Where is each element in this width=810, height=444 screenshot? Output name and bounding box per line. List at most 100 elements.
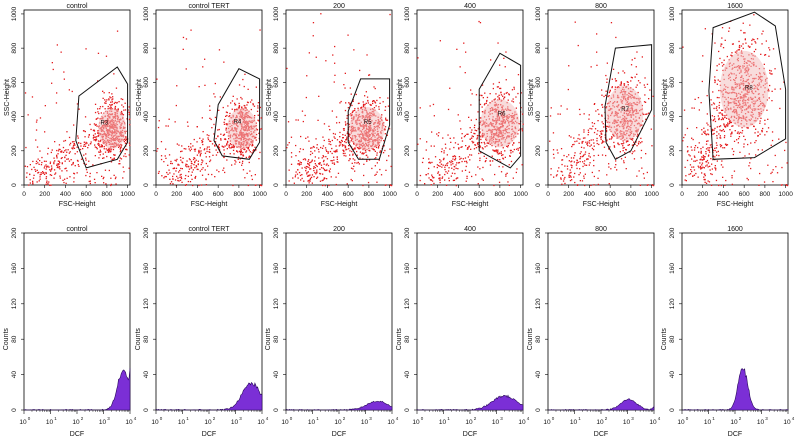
data-point (104, 108, 106, 110)
data-point (121, 112, 123, 114)
data-point (351, 104, 353, 107)
data-point (464, 72, 466, 74)
data-point (714, 165, 716, 167)
data-point (714, 79, 716, 81)
data-point (331, 152, 333, 155)
axes-frame (416, 9, 524, 186)
data-point (701, 172, 703, 174)
data-point (521, 130, 524, 132)
data-point (78, 142, 80, 144)
data-point (121, 104, 123, 106)
data-point (617, 143, 619, 145)
data-point (73, 172, 75, 174)
data-point (313, 146, 315, 148)
data-point (218, 143, 220, 146)
data-point (439, 179, 441, 181)
data-point (333, 159, 335, 161)
data-point (306, 173, 308, 175)
data-point (305, 167, 307, 170)
data-point (365, 102, 367, 104)
data-point (198, 149, 200, 152)
data-point (186, 121, 189, 123)
data-point (120, 110, 123, 113)
data-point (300, 179, 302, 181)
data-point (484, 146, 486, 148)
data-point (620, 84, 622, 86)
data-point (74, 153, 76, 155)
data-point (62, 179, 64, 181)
data-point (69, 176, 71, 178)
data-point (721, 27, 724, 29)
data-point (705, 151, 707, 153)
data-point (84, 145, 87, 147)
x-tick-label: 400 (453, 191, 464, 198)
data-point (213, 123, 215, 126)
data-point (737, 142, 739, 144)
data-point (744, 39, 746, 41)
data-point (718, 125, 721, 128)
data-point (573, 143, 575, 146)
data-point (110, 105, 112, 107)
data-point (580, 151, 582, 153)
data-point (693, 174, 696, 176)
data-point (374, 102, 377, 104)
data-point (322, 179, 324, 181)
data-point (455, 167, 457, 169)
data-point (322, 184, 324, 187)
data-point (607, 125, 609, 128)
data-point (466, 175, 468, 177)
data-point (721, 43, 723, 45)
data-point (556, 174, 558, 176)
data-point (780, 184, 783, 186)
data-point (462, 158, 464, 160)
data-point (557, 113, 559, 115)
data-point (99, 149, 101, 151)
data-point (759, 172, 761, 175)
data-point (290, 156, 293, 158)
data-point (748, 153, 750, 155)
data-point (488, 142, 490, 145)
data-point (64, 168, 66, 170)
data-point (348, 102, 350, 104)
data-point (234, 108, 236, 111)
gate-region (75, 66, 129, 169)
data-point (315, 56, 317, 58)
data-point (348, 135, 350, 137)
data-point (437, 135, 439, 137)
data-point (349, 137, 352, 139)
data-point (620, 82, 622, 85)
data-point (351, 162, 353, 164)
data-point (730, 121, 732, 124)
data-point (330, 143, 332, 146)
data-point (331, 110, 333, 112)
data-point (472, 141, 475, 143)
data-point (519, 123, 521, 125)
data-point (493, 184, 495, 187)
data-point (705, 143, 708, 145)
data-point (609, 89, 611, 91)
data-point (651, 184, 653, 186)
data-point (703, 157, 705, 160)
data-point (703, 167, 705, 169)
data-point (39, 174, 41, 176)
data-point (246, 101, 249, 103)
data-point (354, 147, 356, 149)
data-point (85, 159, 87, 161)
data-point (717, 79, 719, 81)
axes-frame (23, 9, 131, 186)
data-point (336, 122, 338, 124)
data-point (94, 136, 96, 138)
data-point (746, 127, 748, 129)
data-point (438, 132, 440, 134)
data-point (287, 144, 289, 146)
data-point (308, 182, 310, 184)
data-point (211, 173, 213, 176)
data-point (64, 178, 66, 180)
data-point (612, 68, 615, 70)
data-point (185, 163, 187, 165)
data-point (225, 111, 228, 113)
data-point (596, 64, 598, 66)
data-point (726, 55, 728, 58)
data-point (113, 73, 115, 75)
